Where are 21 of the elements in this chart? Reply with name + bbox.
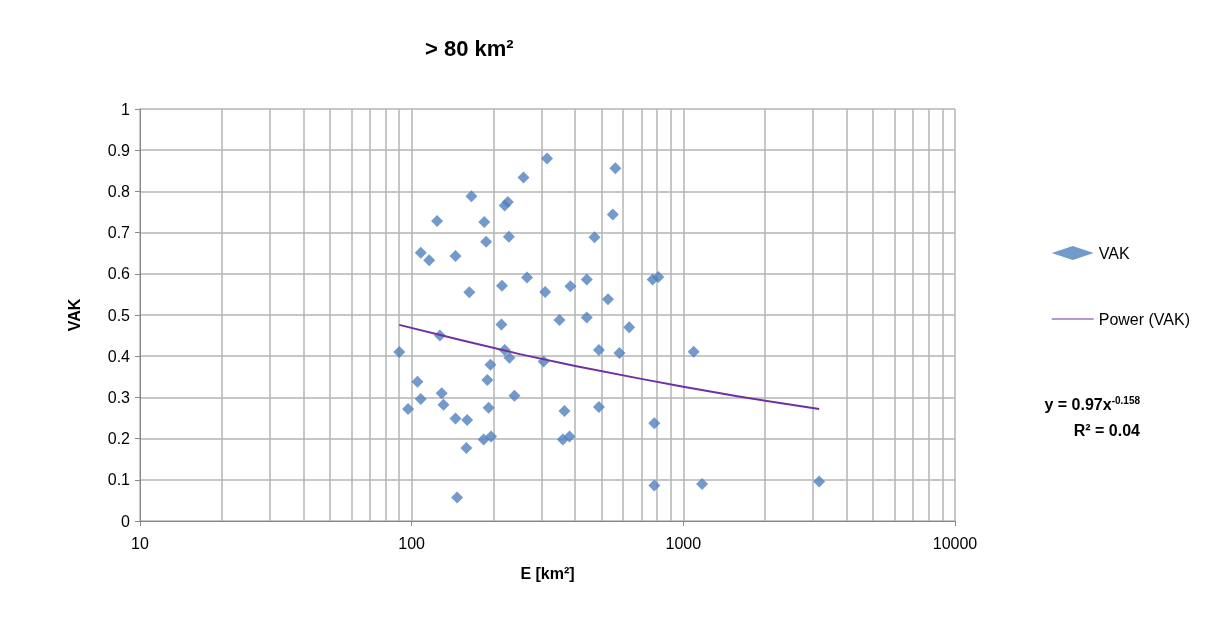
x-tick-label: 10000: [932, 534, 978, 552]
y-tick-label: 0.7: [107, 224, 131, 242]
y-tick-label: 0.2: [107, 430, 131, 448]
x-tick-label: 1000: [665, 534, 702, 552]
y-axis-title: VAK: [65, 298, 83, 332]
x-tick-label: 10: [131, 534, 149, 552]
text: R² = 0.04: [1073, 421, 1141, 439]
y-tick-label: 0.8: [107, 182, 131, 200]
legend-label: VAK: [1098, 244, 1130, 262]
legend-label: Power (VAK): [1098, 310, 1190, 328]
y-tick-label: 0.9: [107, 141, 131, 159]
x-axis-title: E [km²]: [520, 564, 575, 582]
y-tick-label: 0.1: [107, 471, 131, 489]
y-tick-label: 0: [121, 512, 131, 530]
y-tick-label: 0.4: [107, 347, 131, 365]
y-tick-label: 1: [121, 100, 131, 118]
x-tick-label: 100: [398, 534, 426, 552]
y-tick-label: 0.3: [107, 388, 131, 406]
chart-title: > 80 km²: [425, 35, 514, 61]
y-tick-label: 0.5: [107, 306, 131, 324]
y-tick-label: 0.6: [107, 265, 131, 283]
